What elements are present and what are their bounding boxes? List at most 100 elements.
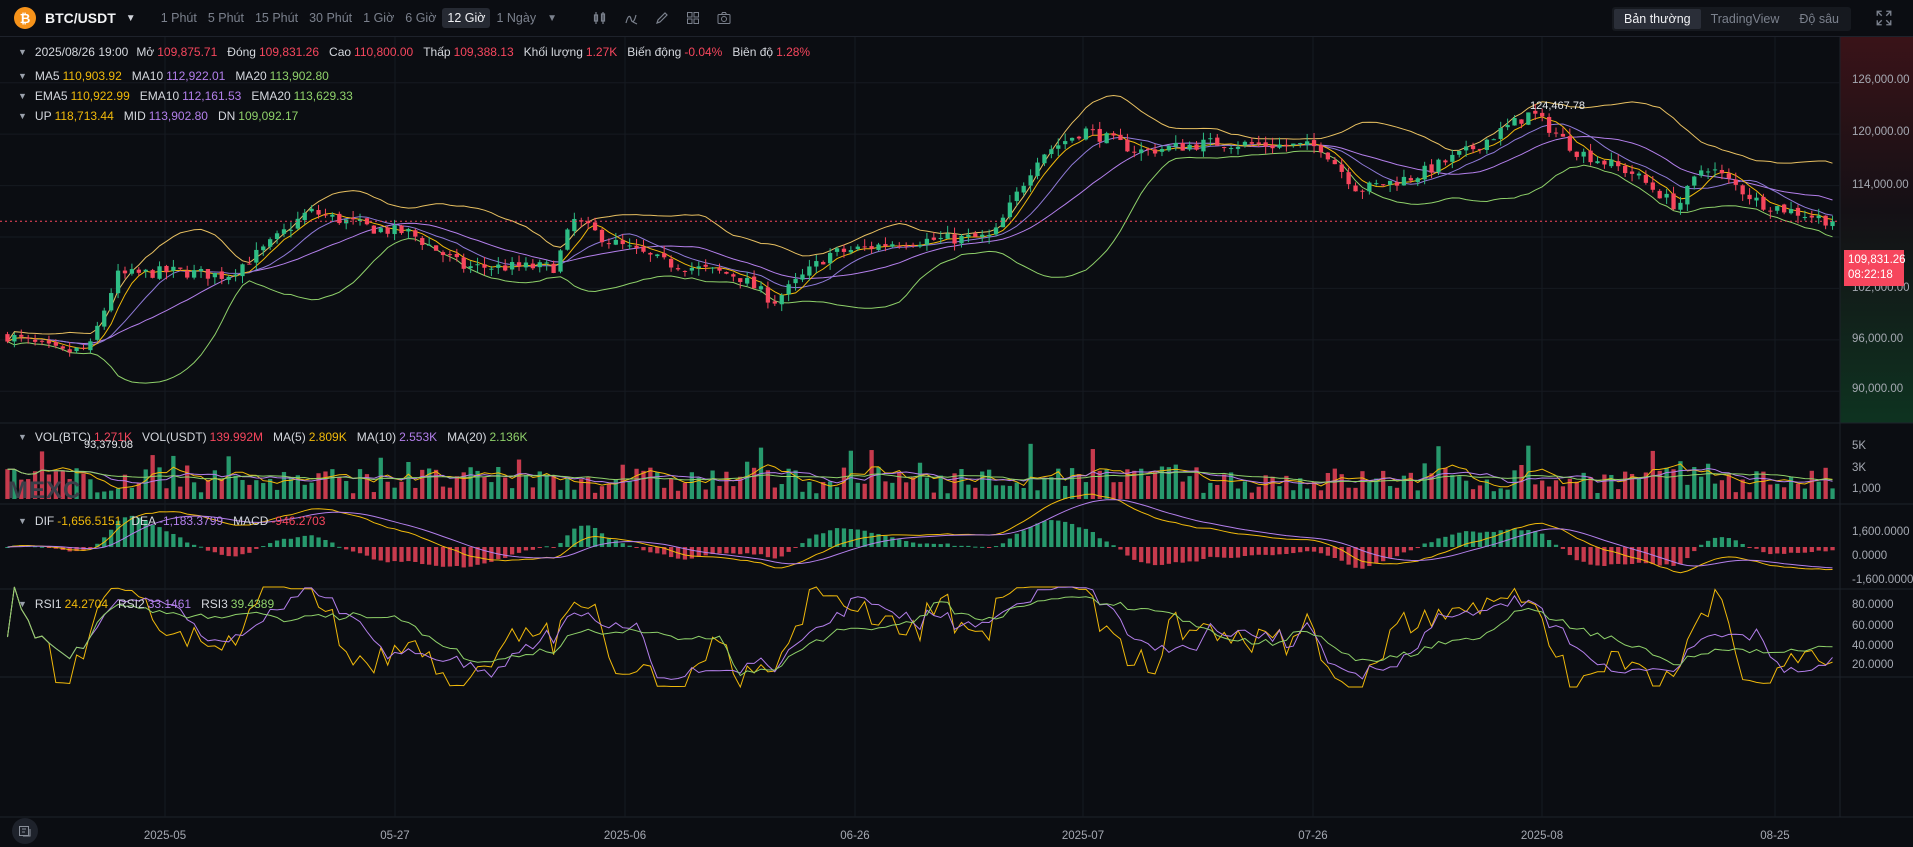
ema-legend: ▼ EMA5 110,922.99 EMA10 112,161.53 EMA20 11… [18, 89, 363, 103]
candle-body [1671, 193, 1676, 210]
candle-body [191, 270, 197, 278]
interval-30m[interactable]: 30 Phút [309, 11, 353, 25]
macd-histogram-bar [952, 545, 957, 547]
macd-histogram-bar [1588, 547, 1593, 565]
candle-body [1733, 179, 1738, 185]
fullscreen-icon[interactable] [1875, 9, 1893, 27]
macd-histogram-bar [544, 546, 549, 548]
macd-histogram-bar [1125, 547, 1130, 556]
interval-15m[interactable]: 15 Phút [254, 11, 299, 25]
candle-body [1484, 139, 1490, 150]
rsi-legend: ▼ RSI1 24.2704 RSI2 33.1461 RSI3 39.4389 [18, 597, 284, 611]
collapse-chevron-icon[interactable]: ▼ [18, 516, 27, 526]
collapse-chevron-icon[interactable]: ▼ [18, 111, 27, 121]
macd-histogram-bar [219, 547, 224, 555]
volume-bar [1242, 481, 1248, 499]
rsi-tick: 60.0000 [1852, 620, 1894, 632]
pair-dropdown-icon[interactable]: ▼ [125, 12, 136, 24]
interval-12h[interactable]: 12 Giờ [442, 8, 491, 28]
candle-body [198, 268, 204, 272]
trading-pair[interactable]: BTC/USDT [45, 10, 116, 26]
macd-histogram-bar [1705, 540, 1711, 547]
candle-body [1436, 159, 1441, 172]
volume-bar [1387, 486, 1393, 499]
candle-body [164, 265, 169, 273]
indicators-icon[interactable] [622, 9, 640, 27]
chart-canvas[interactable] [0, 37, 1913, 847]
tab-tradingview[interactable]: TradingView [1710, 12, 1780, 26]
macd-histogram-bar [185, 542, 190, 547]
candle-body [378, 228, 383, 233]
volume-bar [1132, 470, 1137, 499]
macd-histogram-bar [1353, 547, 1358, 568]
interval-more-dropdown-icon[interactable]: ▼ [547, 13, 557, 24]
volume-bar [109, 490, 114, 499]
candle-body [1457, 150, 1462, 155]
macd-label: MACD [233, 514, 269, 528]
macd-histogram-bar [1664, 547, 1669, 565]
volume-bar [1215, 484, 1220, 499]
candle-body [1311, 140, 1317, 147]
tab-standard-view[interactable]: Bản thường [1613, 9, 1701, 29]
macd-histogram-bar [565, 535, 570, 547]
candle-body [731, 274, 736, 277]
order-panel-toggle-icon[interactable] [12, 818, 38, 844]
volume-bar [1816, 481, 1821, 499]
volume-tick: 3K [1852, 462, 1867, 474]
macd-histogram-bar [1657, 547, 1662, 566]
time-tick: 06-26 [840, 830, 870, 842]
collapse-chevron-icon[interactable]: ▼ [18, 91, 27, 101]
layout-icon[interactable] [684, 9, 702, 27]
macd-histogram-bar [475, 547, 480, 565]
volume-bar [751, 467, 757, 499]
candlestick-type-icon[interactable] [591, 9, 609, 27]
candle-body [219, 271, 224, 279]
interval-1h[interactable]: 1 Giờ [363, 11, 395, 25]
volume-bar [993, 485, 999, 499]
draw-icon[interactable] [653, 9, 671, 27]
candle-body [88, 341, 93, 351]
volume-bar [1263, 475, 1268, 499]
interval-1m[interactable]: 1 Phút [160, 11, 197, 25]
macd-histogram-bar [1643, 547, 1649, 564]
volume-bar [1090, 449, 1095, 499]
candle-body [655, 254, 660, 257]
macd-histogram-bar [1042, 521, 1047, 547]
volume-bar [1028, 443, 1033, 499]
chart-area[interactable]: MEXC ▼ 2025/08/26 19:00 Mở 109,875.71 Đón… [0, 37, 1913, 847]
volume-ma10-line [7, 467, 1833, 484]
tab-depth[interactable]: Độ sâu [1799, 12, 1839, 26]
macd-histogram-bar [1401, 547, 1407, 553]
volume-bar [1443, 467, 1448, 499]
macd-histogram-bar [682, 547, 688, 560]
volume-bar [1512, 470, 1517, 499]
candle-countdown: 08:22:18 [1848, 269, 1893, 281]
candle-body [226, 276, 231, 280]
collapse-chevron-icon[interactable]: ▼ [18, 432, 27, 442]
candle-body [703, 264, 708, 267]
volume-bar [765, 470, 771, 499]
interval-1d[interactable]: 1 Ngày [496, 11, 537, 25]
rsi3-value: 39.4389 [230, 597, 275, 611]
macd-histogram-bar [1318, 547, 1324, 554]
macd-histogram-bar [1291, 547, 1296, 554]
boll-up-label: UP [34, 109, 52, 123]
volume-bar [88, 479, 93, 499]
rsi2-value: 33.1461 [147, 597, 192, 611]
camera-icon[interactable] [715, 9, 733, 27]
price-tick: 120,000.00 [1852, 126, 1910, 138]
collapse-chevron-icon[interactable]: ▼ [18, 47, 27, 57]
interval-6h[interactable]: 6 Giờ [405, 11, 437, 25]
candle-body [1726, 173, 1731, 179]
macd-histogram-bar [641, 547, 646, 551]
collapse-chevron-icon[interactable]: ▼ [18, 71, 27, 81]
macd-histogram-bar [1450, 534, 1455, 547]
interval-5m[interactable]: 5 Phút [207, 11, 244, 25]
volume-bar [344, 480, 349, 499]
macd-histogram-bar [344, 547, 349, 550]
candle-body [1609, 159, 1614, 167]
collapse-chevron-icon[interactable]: ▼ [18, 599, 27, 609]
dea-value: -1,183.3799 [159, 514, 224, 528]
volume-bar [350, 493, 356, 499]
volume-bar [703, 489, 708, 499]
